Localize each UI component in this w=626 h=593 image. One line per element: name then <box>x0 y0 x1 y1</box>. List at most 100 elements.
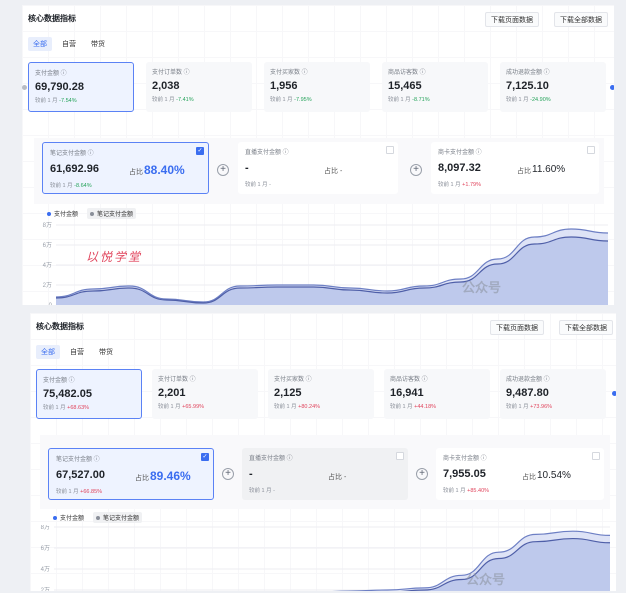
tab-affiliate[interactable]: 带货 <box>91 41 105 48</box>
metric-compare: 较前 1 月 +73.96% <box>506 404 553 410</box>
legend-dot-icon <box>96 515 101 520</box>
metric-label: 支付订单数 ⓘ <box>158 377 196 383</box>
line-series-1 <box>55 236 609 304</box>
area-chart: 2万 4万 6万 8万 <box>41 525 611 591</box>
legend-item-payment[interactable]: 支付金额 <box>44 208 81 219</box>
legend-dot-icon <box>90 211 95 216</box>
sub-card-value: - <box>245 162 249 174</box>
plus-icon: + <box>222 468 234 480</box>
panel-title: 核心数据指标 <box>28 14 76 23</box>
scroll-right-icon[interactable] <box>612 391 616 396</box>
y-tick-label: 2万 <box>41 587 50 591</box>
sub-card-ratio: 88.40% <box>144 163 185 177</box>
sub-card-value: 8,097.32 <box>438 162 481 174</box>
sub-card-compare: 较前 1 月 -8.64% <box>50 183 92 189</box>
sub-card-product-card-payment[interactable]: 商卡支付金额 ⓘ 7,955.05 占比 10.54% 较前 1 月 +85.4… <box>436 448 604 500</box>
metric-value: 16,941 <box>390 387 424 399</box>
tab-self-operated[interactable]: 自营 <box>62 41 76 48</box>
chart-legend: 支付金额 笔记支付金额 <box>44 208 137 219</box>
tab-self-operated[interactable]: 自营 <box>70 349 84 356</box>
plus-icon: + <box>410 164 422 176</box>
y-tick-label: 8万 <box>41 525 50 531</box>
sub-card-label: 商卡支付金额 ⓘ <box>443 456 487 462</box>
sub-card-ratio: 89.46% <box>150 469 191 483</box>
sub-card-live-payment[interactable]: 直播支付金额 ⓘ - 占比 - 较前 1 月 - <box>242 448 408 500</box>
metric-label: 成功退款金额 ⓘ <box>506 70 550 76</box>
sub-card-ratio-label: 占比 <box>129 169 143 176</box>
sub-card-live-payment[interactable]: 直播支付金额 ⓘ - 占比 - 较前 1 月 - <box>238 142 398 194</box>
metric-label: 支付金额 ⓘ <box>43 378 75 384</box>
tab-affiliate[interactable]: 带货 <box>99 349 113 356</box>
sub-card-compare: 较前 1 月 +66.85% <box>56 489 103 495</box>
sub-card-note-payment[interactable]: 笔记支付金额 ⓘ 67,527.00 占比 89.46% 较前 1 月 +66.… <box>48 448 214 500</box>
channel-breakdown: 笔记支付金额 ⓘ 61,692.96 占比 88.40% 较前 1 月 -8.6… <box>34 138 604 204</box>
legend-item-note-payment[interactable]: 笔记支付金额 <box>93 512 143 523</box>
checkbox-icon[interactable] <box>592 452 600 460</box>
metric-card-payment-amount[interactable]: 支付金额 ⓘ 69,790.28 较前 1 月 -7.54% <box>28 62 134 112</box>
metric-card-payment-orders[interactable]: 支付订单数 ⓘ 2,201 较前 1 月 +65.99% <box>152 369 258 419</box>
metric-label: 支付金额 ⓘ <box>35 71 67 77</box>
sub-card-label: 直播支付金额 ⓘ <box>249 456 293 462</box>
checkbox-icon[interactable] <box>386 146 394 154</box>
metric-value: 2,201 <box>158 387 186 399</box>
tab-all[interactable]: 全部 <box>36 345 60 359</box>
sub-card-note-payment[interactable]: 笔记支付金额 ⓘ 61,692.96 占比 88.40% 较前 1 月 -8.6… <box>42 142 209 194</box>
metric-compare: 较前 1 月 +80.24% <box>274 404 321 410</box>
y-tick-label: 4万 <box>43 262 52 269</box>
legend-item-payment[interactable]: 支付金额 <box>50 512 87 523</box>
watermark: 公众号 <box>466 572 506 587</box>
channel-breakdown: 笔记支付金额 ⓘ 67,527.00 占比 89.46% 较前 1 月 +66.… <box>40 435 610 509</box>
sub-card-label: 笔记支付金额 ⓘ <box>50 151 94 157</box>
metric-value: 7,125.10 <box>506 80 549 92</box>
metric-card-payment-amount[interactable]: 支付金额 ⓘ 75,482.05 较前 1 月 +68.63% <box>36 369 142 419</box>
checkbox-checked-icon[interactable]: ✓ <box>196 147 204 155</box>
metric-compare: 较前 1 月 -24.90% <box>506 97 551 103</box>
metric-compare: 较前 1 月 -8.71% <box>388 97 430 103</box>
checkbox-checked-icon[interactable]: ✓ <box>201 453 209 461</box>
metric-card-refund-amount[interactable]: 成功退款金额 ⓘ 7,125.10 较前 1 月 -24.90% <box>500 62 606 112</box>
sub-card-ratio: 11.60% <box>532 164 566 175</box>
download-all-data-button[interactable]: 下载全部数据 <box>554 12 608 27</box>
tab-bar: 全部 自营 带货 <box>28 37 110 51</box>
sub-card-compare: 较前 1 月 - <box>249 488 275 494</box>
metric-card-product-visitors[interactable]: 商品访客数 ⓘ 15,465 较前 1 月 -8.71% <box>382 62 488 112</box>
legend-dot-icon <box>47 211 51 216</box>
tab-all[interactable]: 全部 <box>28 37 52 51</box>
metric-card-paying-buyers[interactable]: 支付买家数 ⓘ 1,956 较前 1 月 -7.95% <box>264 62 370 112</box>
metric-compare: 较前 1 月 +68.63% <box>43 405 90 411</box>
y-tick-label: 2万 <box>43 282 52 289</box>
metric-label: 支付买家数 ⓘ <box>274 377 312 383</box>
plus-icon: + <box>416 468 428 480</box>
checkbox-icon[interactable] <box>396 452 404 460</box>
sub-card-product-card-payment[interactable]: 商卡支付金额 ⓘ 8,097.32 占比 11.60% 较前 1 月 +1.79… <box>431 142 599 194</box>
line-series-0 <box>55 228 609 303</box>
metric-card-paying-buyers[interactable]: 支付买家数 ⓘ 2,125 较前 1 月 +80.24% <box>268 369 374 419</box>
checkbox-icon[interactable] <box>587 146 595 154</box>
core-metrics-panel-2: 核心数据指标 下载页面数据 下载全部数据 全部 自营 带货 支付金额 ⓘ 75,… <box>30 313 616 591</box>
sub-card-value: 67,527.00 <box>56 469 105 481</box>
legend-item-note-payment[interactable]: 笔记支付金额 <box>87 208 137 219</box>
download-page-data-button[interactable]: 下载页面数据 <box>485 12 539 27</box>
scroll-right-icon[interactable] <box>610 85 614 90</box>
sub-card-label: 商卡支付金额 ⓘ <box>438 150 482 156</box>
sub-card-ratio-label: 占比 - <box>324 168 343 175</box>
metric-card-payment-orders[interactable]: 支付订单数 ⓘ 2,038 较前 1 月 -7.41% <box>146 62 252 112</box>
metric-card-product-visitors[interactable]: 商品访客数 ⓘ 16,941 较前 1 月 +44.18% <box>384 369 490 419</box>
metric-value: 15,465 <box>388 80 422 92</box>
download-page-data-button[interactable]: 下载页面数据 <box>490 320 544 335</box>
y-tick-label: 6万 <box>43 242 52 249</box>
metric-value: 69,790.28 <box>35 81 84 93</box>
download-all-data-button[interactable]: 下载全部数据 <box>559 320 613 335</box>
sub-card-ratio-label: 占比 <box>522 474 536 481</box>
sub-card-compare: 较前 1 月 +1.79% <box>438 182 481 188</box>
metric-label: 商品访客数 ⓘ <box>390 377 428 383</box>
sub-card-ratio-label: 占比 <box>517 168 531 175</box>
area-series-1 <box>56 237 608 305</box>
metric-card-refund-amount[interactable]: 成功退款金额 ⓘ 9,487.80 较前 1 月 +73.96% <box>500 369 606 419</box>
plus-icon: + <box>217 164 229 176</box>
panel-title: 核心数据指标 <box>36 322 84 331</box>
metric-compare: 较前 1 月 -7.95% <box>270 97 312 103</box>
scroll-left-icon[interactable] <box>22 85 27 90</box>
y-tick-label: 8万 <box>43 222 52 229</box>
metric-compare: 较前 1 月 -7.54% <box>35 98 77 104</box>
